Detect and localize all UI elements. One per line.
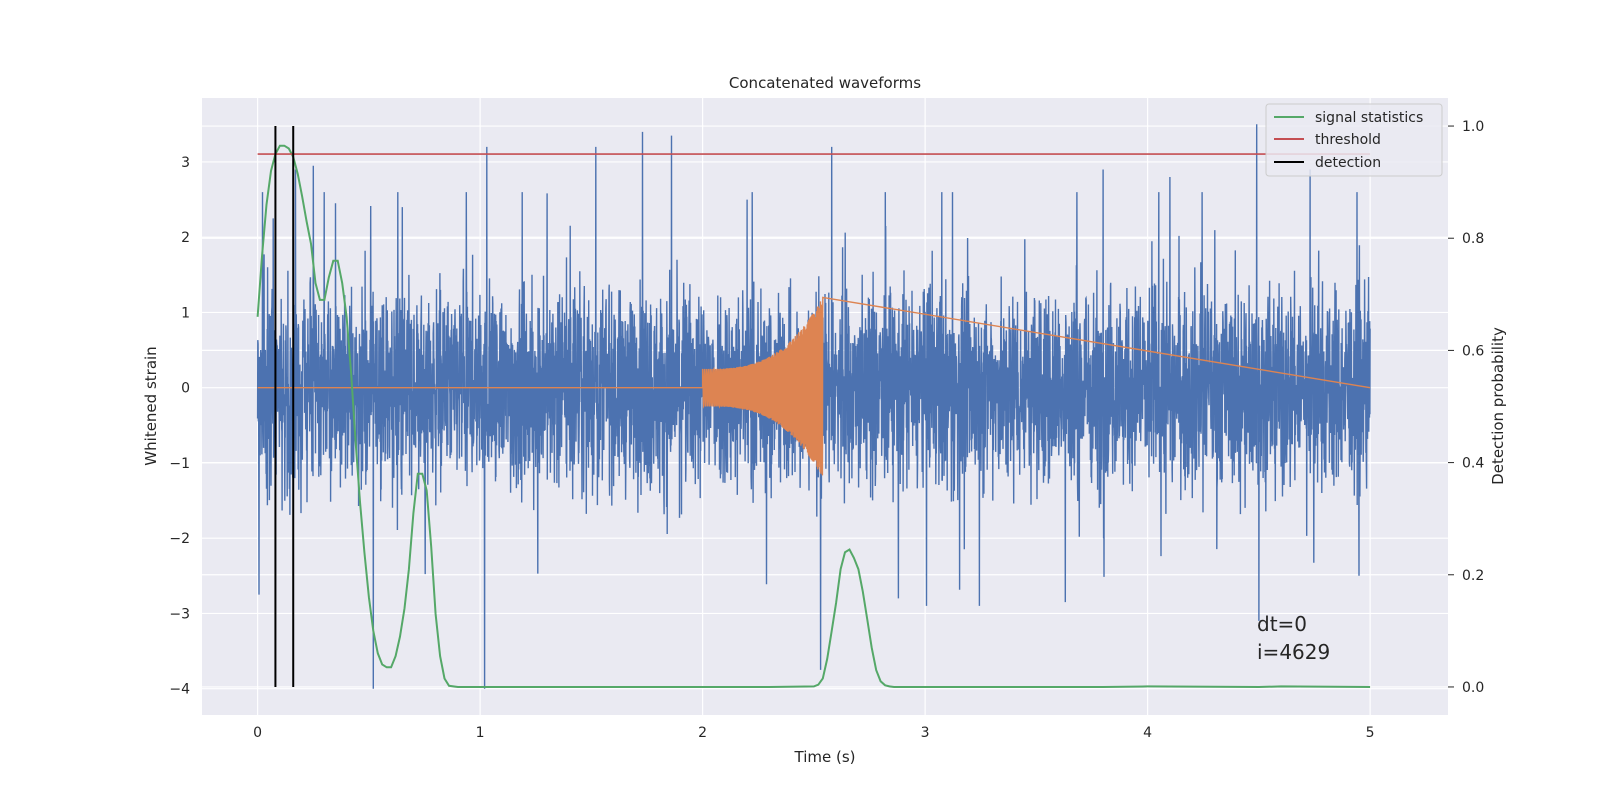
legend-label-signal-statistics: signal statistics — [1315, 110, 1423, 126]
annotation-dt: dt=0 — [1257, 612, 1307, 636]
legend-box — [1265, 103, 1443, 177]
y-tick-label-left: −1 — [169, 456, 190, 472]
y-tick-label-left: 3 — [181, 155, 190, 171]
chart-title: Concatenated waveforms — [729, 74, 921, 92]
legend-label-detection: detection — [1315, 155, 1381, 171]
y-tick-label-left: −4 — [169, 682, 190, 698]
y-tick-label-left: −2 — [169, 531, 190, 547]
y-tick-label-right: 0.0 — [1462, 680, 1484, 696]
y-tick-label-left: 1 — [181, 305, 190, 321]
y-axis-label-left: Whitened strain — [142, 346, 160, 465]
x-tick-label: 0 — [253, 725, 262, 741]
axis-ticks: 0 1 2 3 4 5 −4 −3 −2 −1 0 1 2 3 0.0 0.2 0.4 0.6 0.8 1.0 — [169, 119, 1484, 741]
x-axis-label: Time (s) — [794, 748, 856, 766]
y-tick-label-left: 2 — [181, 230, 190, 246]
x-tick-label: 2 — [698, 725, 707, 741]
y-tick-label-left: 0 — [181, 381, 190, 397]
annotation-i: i=4629 — [1257, 640, 1330, 664]
signal-statistics-line — [256, 144, 1371, 689]
y-tick-label-right: 0.2 — [1462, 568, 1484, 584]
legend-label-threshold: threshold — [1315, 132, 1381, 148]
y-axis-label-right: Detection probability — [1489, 327, 1507, 485]
legend: signal statistics threshold detection — [1265, 103, 1443, 177]
y-tick-label-left: −3 — [169, 606, 190, 622]
x-tick-label: 4 — [1143, 725, 1152, 741]
y-tick-label-right: 0.6 — [1462, 343, 1484, 359]
plot-series — [256, 124, 1371, 689]
y-tick-label-right: 0.4 — [1462, 456, 1484, 472]
y-tick-label-right: 1.0 — [1462, 119, 1484, 135]
x-tick-label: 5 — [1366, 725, 1375, 741]
y-tick-label-right: 0.8 — [1462, 231, 1484, 247]
x-tick-label: 1 — [476, 725, 485, 741]
x-tick-label: 3 — [921, 725, 930, 741]
template-series-line — [257, 296, 1371, 476]
